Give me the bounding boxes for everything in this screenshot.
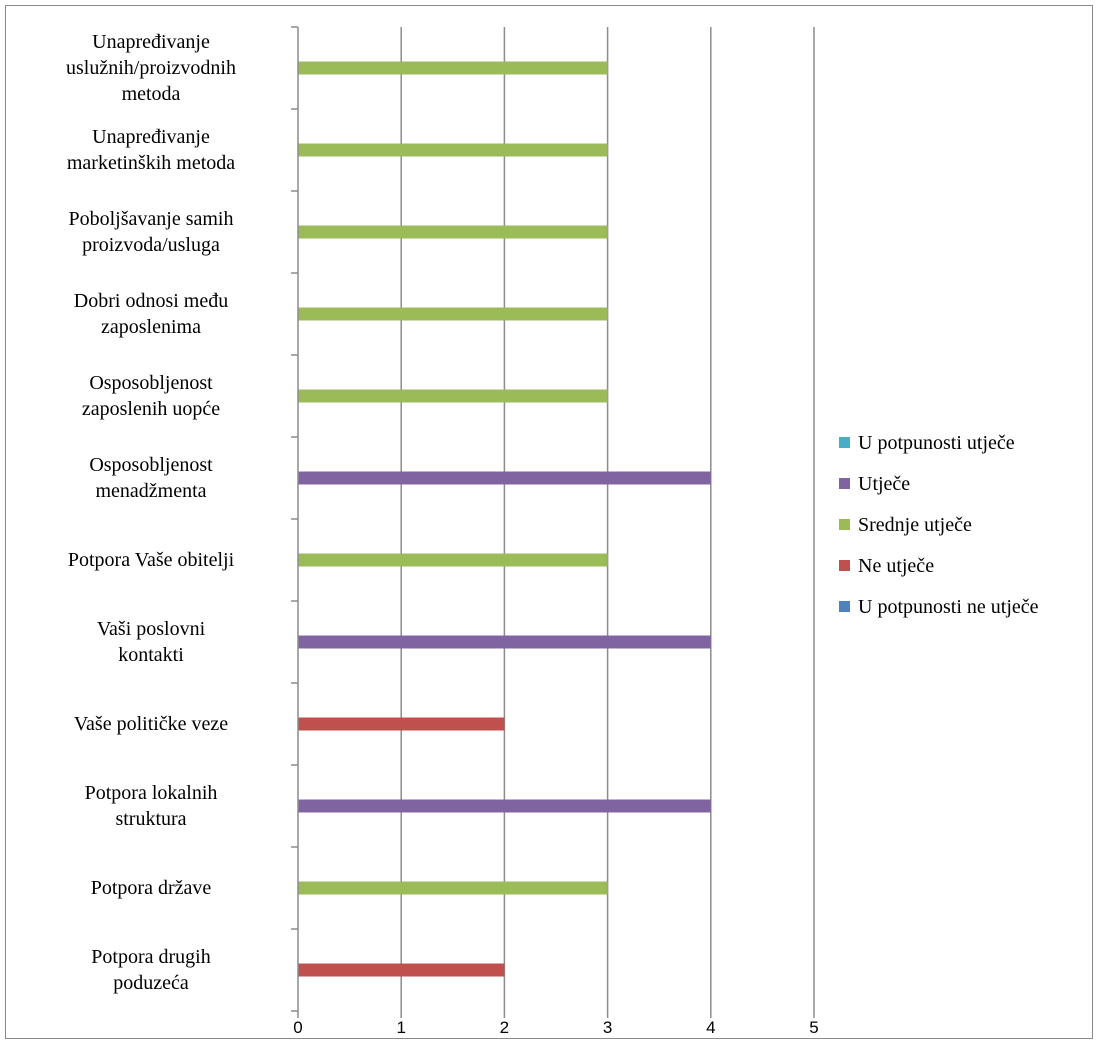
legend-item: U potpunosti utječe [839, 432, 1039, 473]
bar-utje-e [298, 635, 711, 649]
category-label: Osposobljenost zaposlenih uopće [81, 372, 221, 420]
x-tick-label: 0 [293, 1018, 303, 1037]
bar-srednje-utje-e [298, 225, 608, 239]
legend: U potpunosti utječe Utječe Srednje utječe N… [839, 432, 1039, 637]
bar-ne-utje-e [298, 717, 505, 731]
x-tick-label: 3 [602, 1018, 613, 1037]
x-tick-label: 5 [809, 1018, 819, 1037]
bar-ne-utje-e [298, 963, 505, 977]
legend-item: U potpunosti ne utječe [839, 596, 1039, 637]
category-label: Vaši poslovni kontakti [96, 618, 206, 666]
category-label: Potpora države [90, 877, 212, 899]
x-tick-label: 4 [706, 1018, 716, 1037]
category-label: Unapređivanje uslužnih/proizvodnih metod… [66, 31, 236, 105]
category-label: Potpora lokalnih struktura [84, 782, 218, 830]
legend-swatch [839, 600, 850, 612]
bar-srednje-utje-e [298, 389, 608, 403]
legend-item: Utječe [839, 473, 1039, 514]
bar-srednje-utje-e [298, 143, 608, 157]
legend-swatch [839, 518, 850, 530]
legend-label: Ne utječe [858, 555, 935, 577]
bar-chart [291, 26, 815, 1018]
category-label: Potpora Vaše obitelji [67, 549, 235, 571]
category-label: Unapređivanje marketinških metoda [66, 126, 236, 174]
legend-swatch [839, 477, 850, 489]
chart-frame: Unapređivanje uslužnih/proizvodnih metod… [5, 5, 1093, 1039]
legend-label: U potpunosti utječe [858, 432, 1015, 454]
bar-utje-e [298, 799, 711, 813]
legend-label: U potpunosti ne utječe [858, 596, 1039, 618]
bar-srednje-utje-e [298, 553, 608, 567]
legend-label: Srednje utječe [858, 514, 972, 536]
category-label: Poboljšavanje samih proizvoda/usluga [68, 208, 234, 256]
bar-srednje-utje-e [298, 307, 608, 321]
x-tick-label: 2 [499, 1018, 510, 1037]
bar-srednje-utje-e [298, 61, 608, 75]
legend-item: Srednje utječe [839, 514, 1039, 555]
legend-swatch [839, 559, 850, 571]
category-label: Osposobljenost menadžmenta [89, 454, 213, 502]
bar-srednje-utje-e [298, 881, 608, 895]
legend-label: Utječe [858, 473, 911, 495]
category-label: Potpora drugih poduzeća [91, 946, 211, 994]
legend-swatch [839, 436, 850, 448]
bar-utje-e [298, 471, 711, 485]
x-tick-label: 1 [396, 1018, 406, 1037]
category-label: Vaše političke veze [73, 713, 229, 735]
category-label: Dobri odnosi među zaposlenima [73, 290, 229, 338]
legend-item: Ne utječe [839, 555, 1039, 596]
